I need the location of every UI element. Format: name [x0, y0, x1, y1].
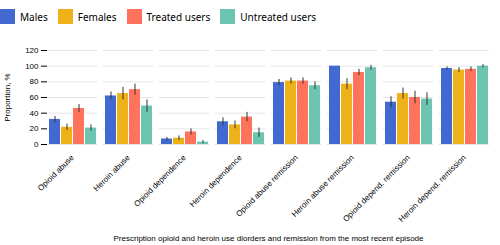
svg-text:Heroin abuse remission: Heroin abuse remission — [290, 153, 356, 219]
html-text:Females: Females — [77, 9, 117, 24]
svg-text:Opioid dependence: Opioid dependence — [132, 153, 188, 209]
svg-text:20: 20 — [30, 124, 39, 133]
svg-text:Heroin depend. remission: Heroin depend. remission — [397, 153, 468, 224]
svg-text:80: 80 — [30, 77, 39, 86]
svg-text:Heroin dependence: Heroin dependence — [188, 153, 244, 209]
svg-text:0: 0 — [34, 140, 39, 149]
svg-text:Proportion, %: Proportion, % — [3, 73, 12, 121]
svg-text:120: 120 — [25, 46, 39, 55]
html-text:Males: Males — [20, 9, 48, 24]
svg-text:Opioid depend. remission: Opioid depend. remission — [341, 153, 412, 224]
svg-text:60: 60 — [30, 93, 39, 102]
svg-text:40: 40 — [30, 109, 39, 118]
html-text:Untreated users: Untreated users — [240, 9, 317, 24]
svg-text:Opioid abuse remission: Opioid abuse remission — [234, 153, 299, 218]
svg-text:Heroin abuse: Heroin abuse — [92, 153, 132, 193]
svg-text:100: 100 — [25, 62, 39, 71]
html-text:Treated users: Treated users — [146, 9, 211, 24]
svg-text:Opioid abuse: Opioid abuse — [36, 153, 76, 193]
svg-text:Prescription opioid and heroin: Prescription opioid and heroin use diord… — [114, 234, 424, 243]
